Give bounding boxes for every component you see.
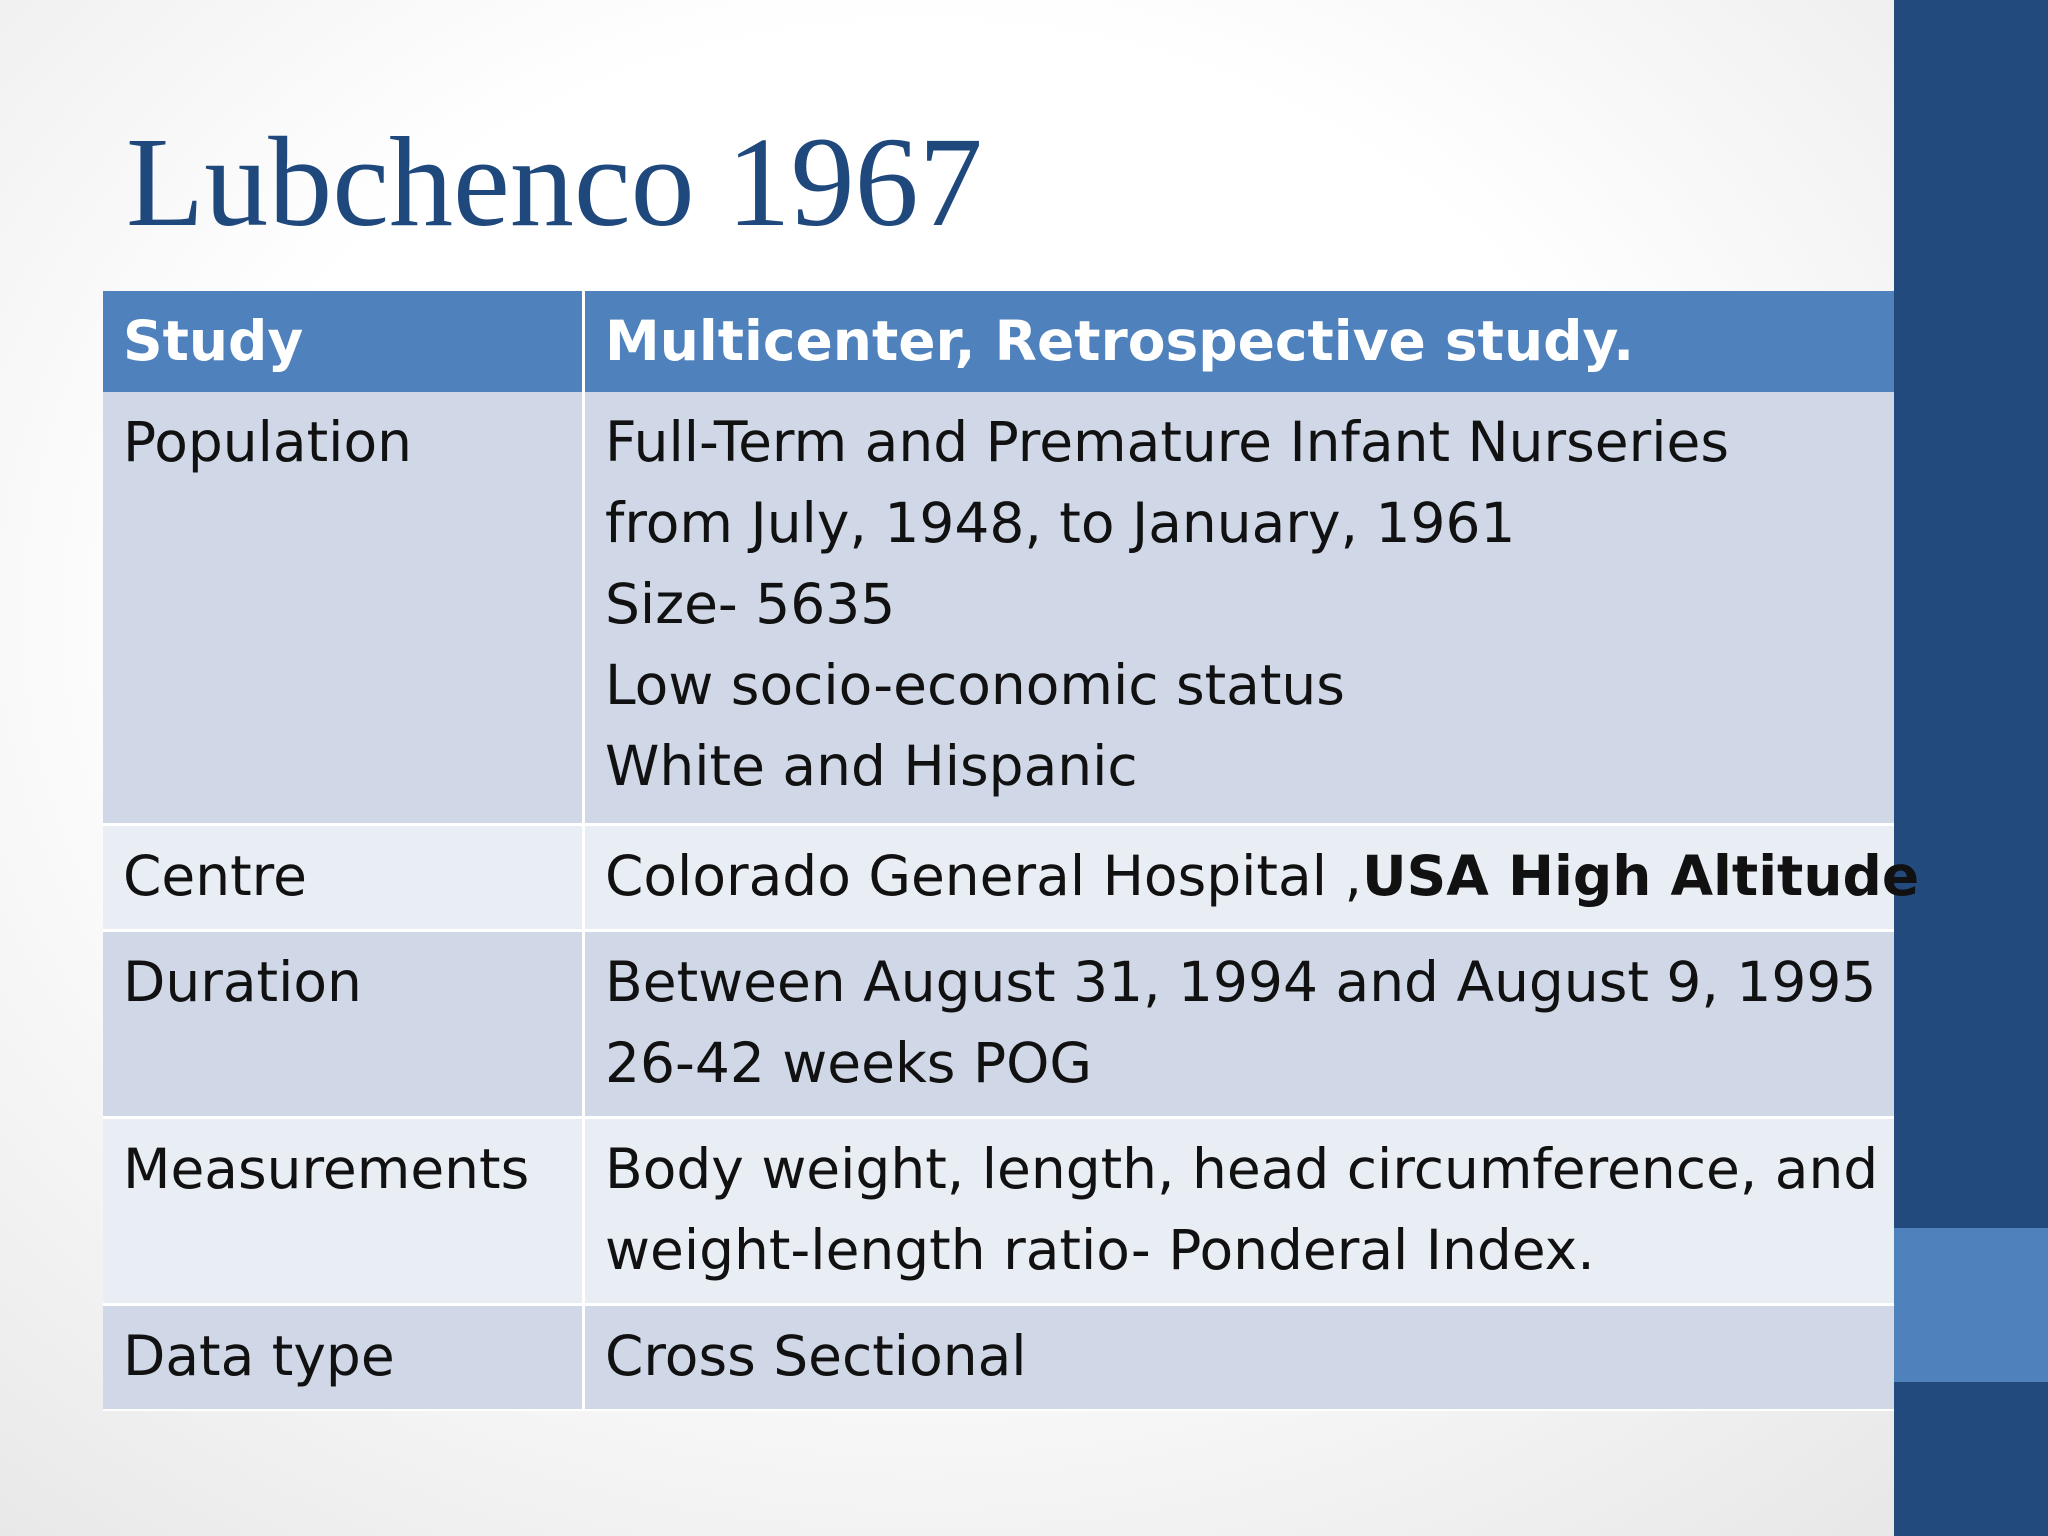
table-row: Duration Between August 31, 1994 and Augu… [103, 932, 1894, 1119]
row-value: Cross Sectional [582, 1306, 1894, 1409]
row-value: Body weight, length, head circumference,… [582, 1119, 1894, 1303]
table-row: Measurements Body weight, length, head ci… [103, 1119, 1894, 1306]
row-value: Colorado General Hospital ,USA High Alti… [582, 826, 1920, 929]
row-label: Data type [103, 1306, 582, 1409]
row-label: Centre [103, 826, 582, 929]
sidebar-accent [1894, 1228, 2048, 1382]
value-line: Full-Term and Premature Infant Nurseries [605, 410, 1730, 474]
value-line: weight-length ratio- Ponderal Index. [605, 1218, 1595, 1282]
value-line: Body weight, length, head circumference,… [605, 1137, 1879, 1201]
table-header: Study Multicenter, Retrospective study. [103, 291, 1894, 394]
header-cell: Multicenter, Retrospective study. [582, 291, 1894, 394]
value-line: Low socio-economic status [605, 653, 1345, 717]
row-value: Full-Term and Premature Infant Nurseries… [582, 392, 1894, 823]
value-line: 26-42 weeks POG [605, 1031, 1093, 1095]
slide-title: Lubchenco 1967 [126, 111, 983, 253]
table-row: Data type Cross Sectional [103, 1306, 1894, 1411]
value-line: Cross Sectional [605, 1324, 1027, 1388]
table-row: Centre Colorado General Hospital ,USA Hig… [103, 826, 1920, 932]
value-line: White and Hispanic [605, 734, 1138, 798]
row-label: Duration [103, 932, 582, 1116]
row-label: Measurements [103, 1119, 582, 1303]
header-cell: Study [103, 291, 582, 394]
table-row: Population Full-Term and Premature Infant… [103, 392, 1894, 826]
value-line: Colorado General Hospital ,USA High Alti… [605, 844, 1920, 908]
row-value: Between August 31, 1994 and August 9, 19… [582, 932, 1894, 1116]
value-line: Between August 31, 1994 and August 9, 19… [605, 950, 1877, 1014]
value-emphasis: USA High Altitude [1361, 844, 1920, 908]
value-line: Size- 5635 [605, 572, 896, 636]
table: Study Multicenter, Retrospective study. … [103, 291, 1920, 1411]
value-line: from July, 1948, to January, 1961 [605, 491, 1516, 555]
row-label: Population [103, 392, 582, 823]
